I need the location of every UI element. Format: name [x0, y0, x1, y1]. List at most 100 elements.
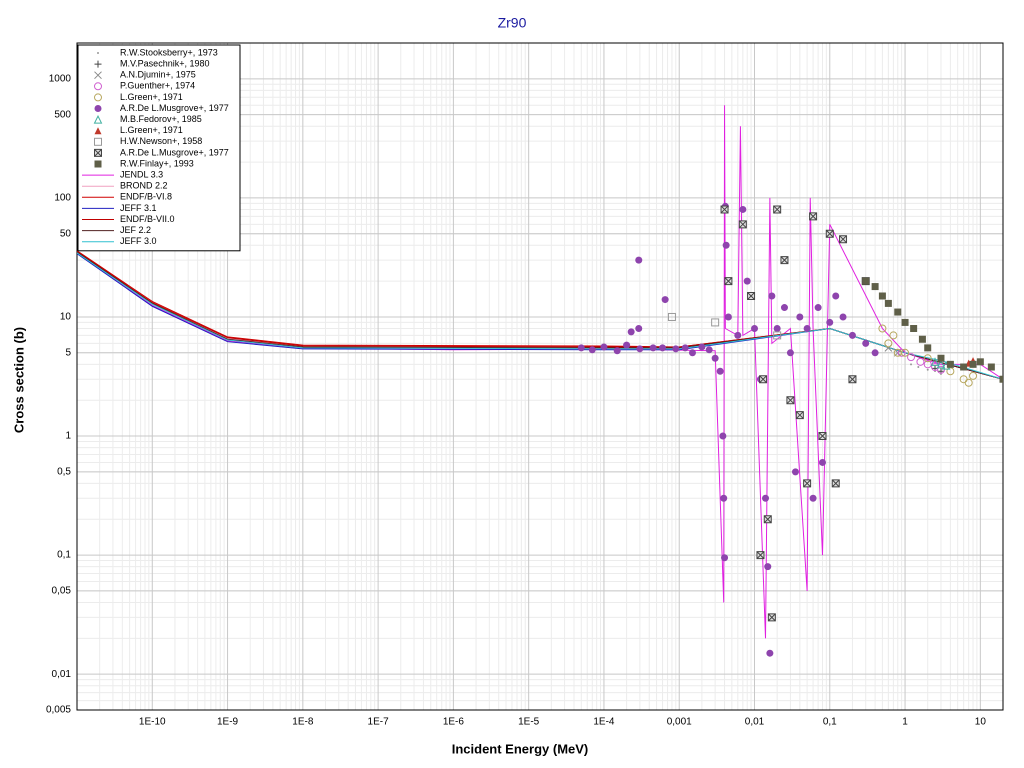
- marker: [636, 345, 644, 353]
- legend-label: BROND 2.2: [120, 181, 168, 191]
- marker: [94, 160, 102, 168]
- marker: [937, 354, 945, 362]
- marker: [716, 367, 724, 375]
- x-tick-label: 1E-5: [518, 717, 540, 728]
- marker: [767, 613, 776, 622]
- marker: [667, 312, 676, 321]
- marker: [623, 341, 631, 349]
- y-tick-label: 1000: [49, 73, 72, 84]
- marker: [720, 494, 728, 502]
- y-tick-label: 100: [54, 193, 71, 204]
- legend-label: JEFF 3.0: [120, 236, 157, 246]
- marker: [94, 148, 102, 157]
- marker: [839, 313, 847, 321]
- x-axis-label: Incident Energy (MeV): [452, 741, 589, 756]
- marker: [862, 339, 870, 347]
- legend-label: P.Guenther+, 1974: [120, 81, 195, 91]
- marker: [848, 375, 857, 384]
- marker: [764, 563, 772, 571]
- marker: [688, 349, 696, 357]
- y-tick-label: 50: [60, 228, 72, 239]
- marker: [923, 354, 932, 363]
- x-tick-label: 1E-4: [593, 717, 615, 728]
- marker: [768, 292, 776, 300]
- marker: [897, 348, 906, 357]
- marker: [724, 277, 733, 286]
- marker: [923, 360, 932, 369]
- marker: [659, 344, 667, 352]
- marker: [791, 468, 799, 476]
- marker: [780, 256, 789, 265]
- legend-label: L.Green+, 1971: [120, 92, 183, 102]
- marker: [907, 353, 916, 362]
- marker: [94, 137, 102, 146]
- marker: [809, 494, 817, 502]
- legend-label: R.W.Stooksberry+, 1973: [120, 47, 218, 57]
- marker: [762, 494, 770, 502]
- y-tick-label: 500: [54, 109, 71, 120]
- marker: [773, 205, 782, 214]
- marker: [969, 360, 977, 368]
- marker: [672, 345, 680, 353]
- marker: [803, 325, 811, 333]
- marker: [832, 292, 840, 300]
- marker: [721, 554, 729, 562]
- marker: [910, 325, 918, 333]
- marker: [588, 346, 596, 354]
- marker: [818, 432, 827, 441]
- marker: [613, 347, 621, 355]
- legend-label: M.B.Fedorov+, 1985: [120, 114, 202, 124]
- marker: [884, 339, 893, 348]
- marker: [946, 360, 954, 368]
- marker: [814, 304, 822, 312]
- marker: [826, 318, 834, 326]
- marker: [743, 277, 751, 285]
- marker: [738, 220, 747, 229]
- marker: [93, 114, 103, 124]
- marker: [901, 348, 910, 357]
- marker: [635, 256, 643, 264]
- legend-label: ENDF/B-VI.8: [120, 192, 172, 202]
- chart-title: Zr90: [498, 15, 527, 31]
- marker: [600, 343, 608, 351]
- marker: [627, 328, 635, 336]
- marker: [803, 479, 812, 488]
- marker: [848, 331, 856, 339]
- marker: [795, 411, 804, 420]
- marker: [936, 365, 945, 374]
- marker: [705, 346, 713, 354]
- x-tick-label: 0,001: [667, 717, 692, 728]
- marker: [969, 371, 978, 380]
- marker: [964, 378, 973, 387]
- x-tick-label: 1: [902, 717, 908, 728]
- marker: [577, 344, 585, 352]
- marker: [681, 344, 689, 352]
- legend-label: L.Green+, 1971: [120, 125, 183, 135]
- marker: [987, 363, 995, 371]
- marker: [889, 331, 898, 340]
- marker: [878, 324, 887, 333]
- marker: [722, 241, 730, 249]
- marker: [635, 325, 643, 333]
- y-tick-label: 0,005: [46, 705, 71, 716]
- marker: [94, 60, 102, 68]
- marker: [97, 52, 99, 54]
- marker: [960, 363, 968, 371]
- legend-label: JEF 2.2: [120, 225, 151, 235]
- marker: [839, 235, 848, 244]
- marker: [936, 359, 946, 369]
- marker: [739, 205, 747, 213]
- marker: [910, 363, 913, 366]
- marker: [894, 308, 902, 316]
- marker: [734, 331, 742, 339]
- marker: [809, 212, 818, 221]
- y-tick-label: 0,1: [57, 550, 71, 561]
- marker: [94, 127, 102, 135]
- marker: [724, 313, 732, 321]
- x-tick-label: 1E-8: [292, 717, 314, 728]
- plot-area: [77, 105, 1003, 657]
- marker: [871, 349, 879, 357]
- marker: [999, 375, 1003, 383]
- marker: [878, 292, 886, 300]
